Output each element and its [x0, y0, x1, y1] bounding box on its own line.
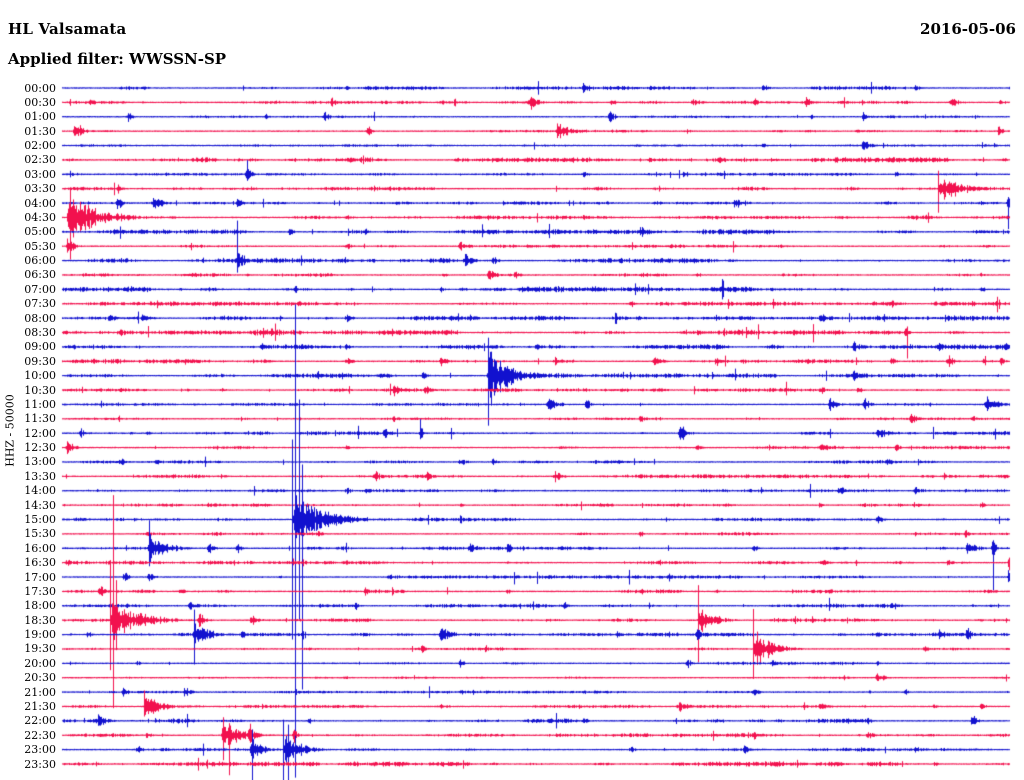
- trace-time-label: 03:30: [24, 182, 56, 196]
- trace-time-label: 08:30: [24, 326, 56, 339]
- trace-time-label: 09:00: [24, 340, 56, 354]
- trace-time-label: 19:00: [24, 628, 56, 642]
- trace-time-label: 15:00: [24, 512, 56, 526]
- trace-time-label: 01:00: [24, 110, 56, 124]
- trace-time-label: 23:30: [24, 757, 56, 771]
- trace-time-label: 20:00: [24, 656, 56, 670]
- trace-time-label: 16:30: [24, 556, 56, 570]
- trace-time-label: 21:00: [24, 685, 56, 699]
- trace-time-label: 19:30: [24, 642, 56, 656]
- trace-time-label: 00:00: [24, 81, 56, 95]
- trace-time-label: 10:00: [24, 369, 56, 383]
- trace-time-label: 16:00: [24, 541, 56, 555]
- trace-time-label: 03:00: [24, 167, 56, 181]
- trace-time-label: 06:30: [24, 268, 56, 282]
- trace-time-label: 14:30: [24, 498, 56, 512]
- trace-time-label: 18:00: [24, 599, 56, 613]
- trace-time-label: 13:00: [24, 455, 56, 469]
- trace-time-label: 07:00: [24, 282, 56, 296]
- trace-time-label: 13:30: [24, 469, 56, 483]
- trace-time-label: 04:30: [24, 210, 56, 224]
- trace-time-label: 02:00: [24, 139, 56, 153]
- trace-time-label: 05:30: [24, 239, 56, 253]
- trace-time-label: 04:00: [24, 196, 56, 210]
- trace-time-label: 05:00: [24, 225, 56, 239]
- trace-time-label: 11:30: [24, 412, 56, 426]
- trace-time-label: 07:30: [24, 297, 56, 311]
- trace-time-label: 20:30: [24, 671, 56, 685]
- trace-time-label: 01:30: [24, 124, 56, 138]
- trace-time-label: 17:30: [24, 584, 56, 598]
- trace-time-label: 17:00: [24, 570, 56, 584]
- trace-time-label: 11:00: [24, 397, 56, 411]
- trace-time-label: 22:30: [24, 728, 56, 742]
- trace-time-label: 23:00: [24, 743, 56, 757]
- trace-time-label: 02:30: [24, 153, 56, 167]
- trace-time-label: 06:00: [24, 254, 56, 268]
- trace-time-label: 00:30: [24, 95, 56, 109]
- trace-time-label: 21:30: [24, 699, 56, 713]
- trace-time-label: 14:00: [24, 484, 56, 498]
- trace-time-label: 10:30: [24, 383, 56, 397]
- trace-time-label: 09:30: [24, 354, 56, 368]
- trace-time-label: 22:00: [24, 714, 56, 728]
- trace-time-label: 15:30: [24, 527, 56, 541]
- trace-time-label: 18:30: [24, 613, 56, 627]
- trace-time-label: 12:00: [24, 426, 56, 440]
- trace-time-label: 12:30: [24, 441, 56, 455]
- trace-time-label: 08:00: [24, 311, 56, 325]
